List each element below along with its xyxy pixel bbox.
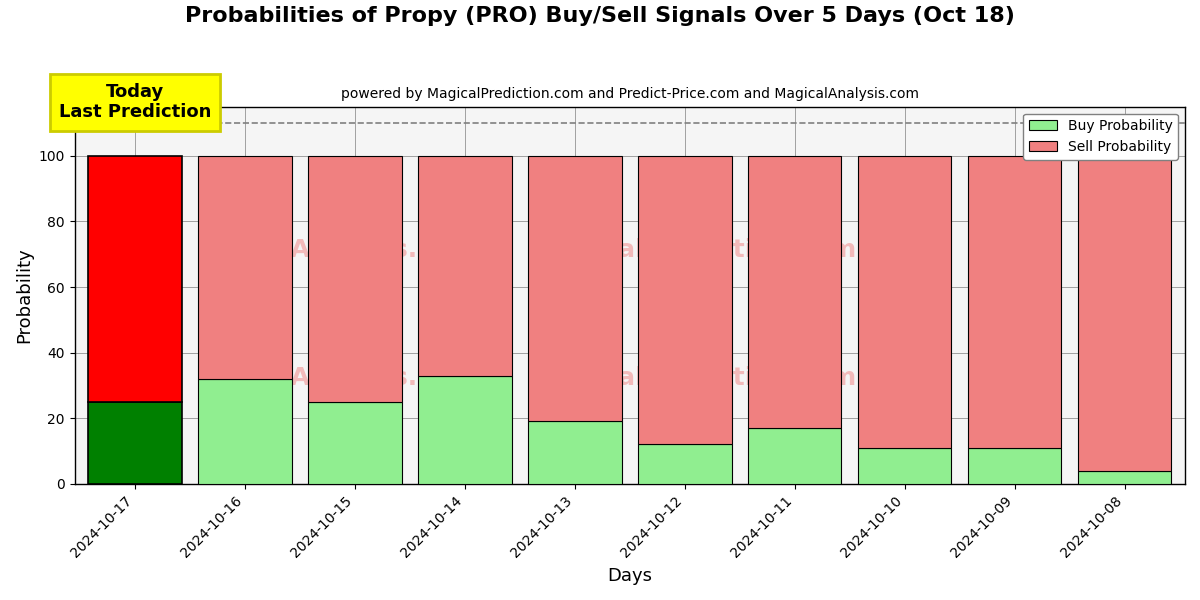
- Bar: [419, 376, 511, 484]
- Bar: [968, 156, 1061, 448]
- Bar: [528, 156, 622, 421]
- Bar: [968, 448, 1061, 484]
- X-axis label: Days: Days: [607, 567, 653, 585]
- Title: powered by MagicalPrediction.com and Predict-Price.com and MagicalAnalysis.com: powered by MagicalPrediction.com and Pre…: [341, 88, 919, 101]
- Bar: [198, 156, 292, 379]
- Text: MagicalPrediction.com: MagicalPrediction.com: [536, 366, 857, 390]
- Bar: [748, 428, 841, 484]
- Bar: [1078, 156, 1171, 470]
- Bar: [308, 156, 402, 402]
- Bar: [89, 156, 182, 402]
- Text: MagicalPrediction.com: MagicalPrediction.com: [536, 238, 857, 262]
- Bar: [638, 445, 732, 484]
- Bar: [1078, 470, 1171, 484]
- Text: calAnalysis.com: calAnalysis.com: [251, 238, 476, 262]
- Text: Probabilities of Propy (PRO) Buy/Sell Signals Over 5 Days (Oct 18): Probabilities of Propy (PRO) Buy/Sell Si…: [185, 6, 1015, 26]
- Bar: [89, 402, 182, 484]
- Bar: [858, 156, 952, 448]
- Bar: [528, 421, 622, 484]
- Text: Today
Last Prediction: Today Last Prediction: [59, 83, 211, 121]
- Y-axis label: Probability: Probability: [16, 247, 34, 343]
- Bar: [858, 448, 952, 484]
- Bar: [419, 156, 511, 376]
- Bar: [638, 156, 732, 445]
- Bar: [308, 402, 402, 484]
- Legend: Buy Probability, Sell Probability: Buy Probability, Sell Probability: [1024, 113, 1178, 160]
- Text: calAnalysis.com: calAnalysis.com: [251, 366, 476, 390]
- Bar: [198, 379, 292, 484]
- Bar: [748, 156, 841, 428]
